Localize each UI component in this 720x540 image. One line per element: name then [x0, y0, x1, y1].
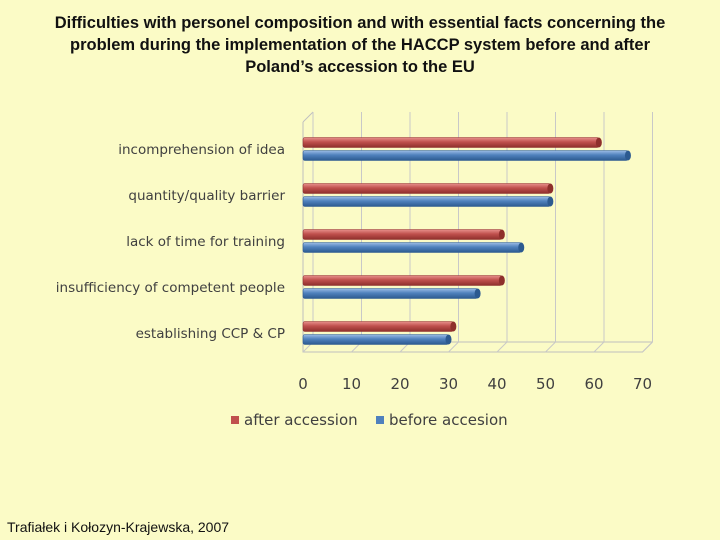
x-tick-label: 0: [298, 375, 308, 393]
floor-gridline: [545, 341, 556, 353]
bars: [302, 137, 631, 345]
legend-swatch: [376, 416, 384, 424]
bar-end-cap: [498, 229, 505, 240]
category-labels: incomprehension of idea quantity/quality …: [56, 142, 286, 342]
bar-before-0: [302, 150, 629, 161]
bar-after-4: [302, 321, 454, 332]
category-label: quantity/quality barrier: [128, 188, 285, 204]
floor-gridline: [496, 341, 508, 353]
x-tick-labels: 0 10 20 30 40 50 60 70: [298, 375, 652, 393]
wall-depth-edge: [302, 111, 314, 123]
legend-label: after accession: [244, 411, 358, 429]
title-line-1: Difficulties with personel composition a…: [54, 14, 666, 32]
bar-end-cap: [450, 321, 457, 332]
slide-title: Difficulties with personel composition a…: [10, 12, 710, 78]
x-tick-label: 10: [342, 375, 361, 393]
bar-end-cap: [474, 288, 481, 299]
legend: after accession before accesion: [231, 411, 508, 429]
bar-end-cap: [547, 196, 554, 207]
legend-label: before accesion: [389, 411, 508, 429]
bar-end-cap: [624, 150, 631, 161]
bar-end-cap: [445, 334, 452, 345]
bar-after-0: [302, 137, 600, 148]
category-label: insufficiency of competent people: [56, 280, 285, 296]
bar-after-1: [302, 183, 551, 194]
bar-after-3: [302, 275, 503, 286]
bar-before-4: [302, 334, 449, 345]
floor-gridline: [593, 341, 605, 353]
title-line-2: problem during the implementation of the…: [69, 36, 651, 54]
bar-after-2: [302, 229, 503, 240]
bar-before-2: [302, 242, 522, 253]
legend-swatch: [231, 416, 239, 424]
bar-before-1: [302, 196, 551, 207]
floor-gridline: [642, 341, 653, 353]
bar-end-cap: [547, 183, 554, 194]
x-tick-label: 60: [584, 375, 603, 393]
category-label: establishing CCP & CP: [136, 326, 285, 342]
bar-end-cap: [498, 275, 505, 286]
category-label: incomprehension of idea: [118, 142, 285, 158]
bar-end-cap: [595, 137, 602, 148]
footer-credit: Trafiałek i Kołozyn-Krajewska, 2007: [7, 519, 230, 535]
x-tick-label: 70: [633, 375, 652, 393]
title-line-3: Poland’s accession to the EU: [245, 58, 475, 76]
x-tick-label: 50: [536, 375, 555, 393]
x-tick-label: 40: [487, 375, 506, 393]
bar-end-cap: [518, 242, 525, 253]
category-label: lack of time for training: [126, 234, 285, 250]
x-tick-label: 20: [390, 375, 409, 393]
floor-gridline: [448, 341, 459, 353]
bar-before-3: [302, 288, 478, 299]
x-tick-label: 30: [439, 375, 458, 393]
